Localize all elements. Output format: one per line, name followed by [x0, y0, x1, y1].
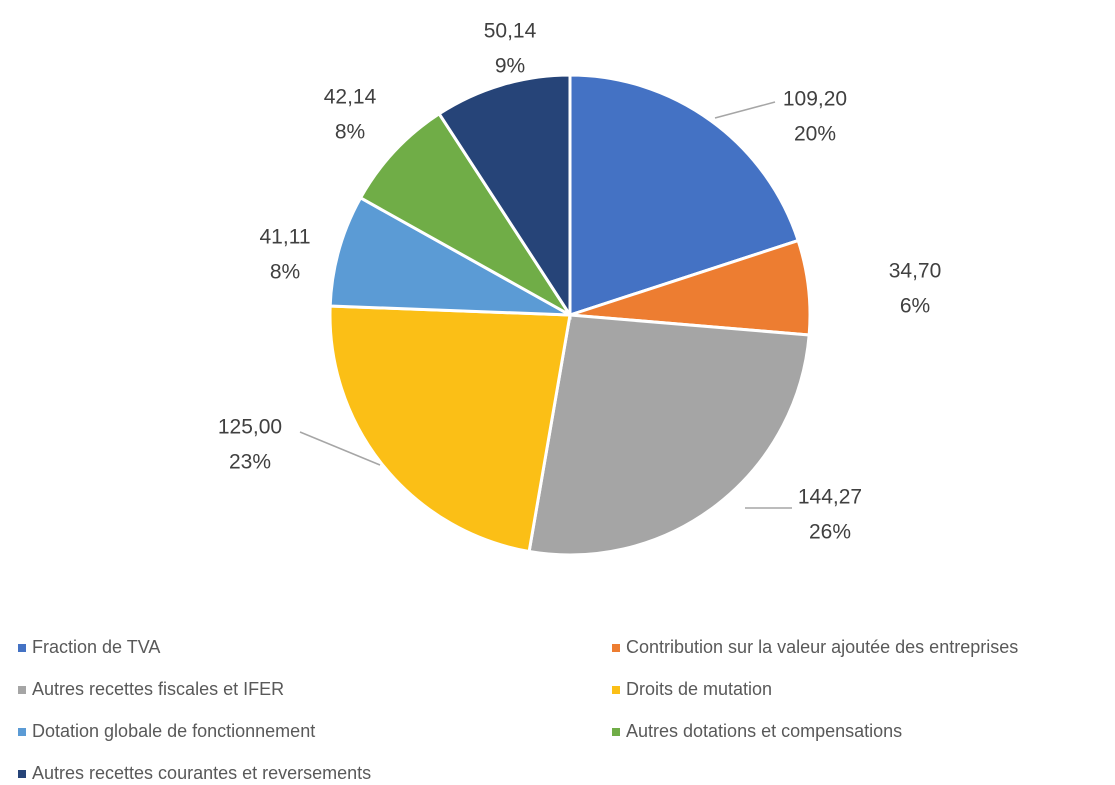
leader-line — [714, 101, 776, 119]
legend-swatch — [612, 728, 620, 736]
legend-label: Dotation globale de fonctionnement — [32, 721, 315, 741]
leader-line — [299, 431, 381, 466]
legend-label: Autres recettes fiscales et IFER — [32, 679, 284, 699]
data-label: 34,70 — [889, 260, 942, 283]
legend-swatch — [612, 686, 620, 694]
legend-label: Autres dotations et compensations — [626, 721, 902, 741]
percent-label: 20% — [794, 123, 836, 146]
data-label: 109,20 — [783, 88, 847, 111]
percent-label: 23% — [229, 451, 271, 474]
data-label: 41,11 — [260, 226, 311, 249]
legend-swatch — [18, 644, 26, 652]
data-label: 144,27 — [798, 486, 862, 509]
pie-slice — [328, 195, 571, 317]
percent-label: 26% — [809, 521, 851, 544]
pie-slice — [358, 111, 572, 317]
percent-label: 8% — [335, 121, 365, 144]
data-label: 50,14 — [484, 20, 537, 43]
percent-label: 9% — [495, 55, 525, 78]
pie-slice — [527, 313, 811, 557]
legend-swatch — [18, 770, 26, 778]
percent-label: 6% — [900, 295, 930, 318]
data-label: 42,14 — [324, 86, 377, 109]
legend-label: Droits de mutation — [626, 679, 772, 699]
legend-label: Fraction de TVA — [32, 637, 160, 657]
data-label: 125,00 — [218, 416, 282, 439]
legend-label: Autres recettes courantes et reversement… — [32, 763, 371, 783]
pie-slice — [568, 73, 801, 318]
legend-label: Contribution sur la valeur ajoutée des e… — [626, 637, 1018, 657]
pie-slice — [328, 304, 572, 554]
percent-label: 8% — [270, 261, 300, 284]
legend-swatch — [18, 728, 26, 736]
pie-slice — [437, 73, 572, 321]
legend-swatch — [18, 686, 26, 694]
legend-swatch — [612, 644, 620, 652]
